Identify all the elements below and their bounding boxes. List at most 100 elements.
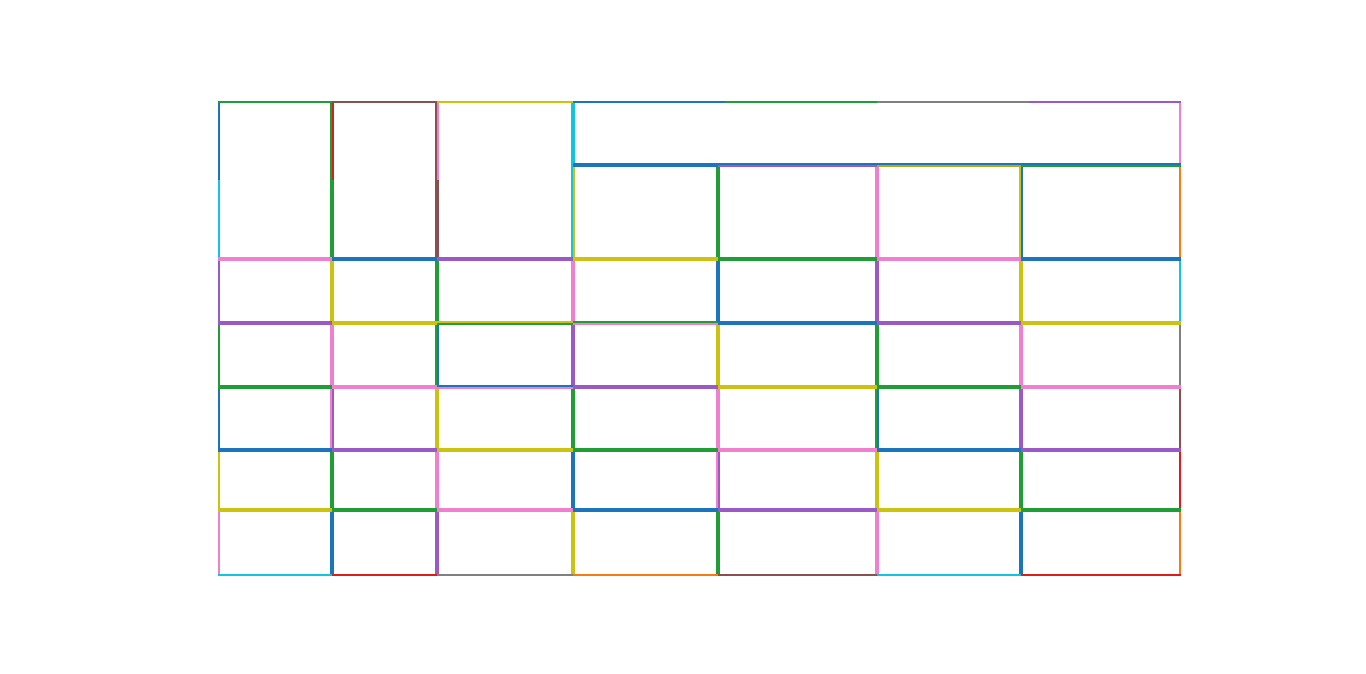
- grid-cell[interactable]: [718, 259, 877, 323]
- grid-cell[interactable]: [877, 259, 1021, 323]
- cell-edge-right: [330, 450, 332, 510]
- grid-cell[interactable]: [1021, 165, 1181, 259]
- cell-edge-top: [1021, 387, 1181, 389]
- grid-cell[interactable]: [877, 165, 1021, 259]
- cell-edge-top: [332, 323, 437, 325]
- grid-cell[interactable]: [718, 387, 877, 450]
- cell-edge-top: [218, 450, 332, 452]
- cell-edge-bottom: [718, 321, 877, 323]
- cell-edge-bottom: [437, 448, 573, 450]
- cell-edge-left: [718, 450, 720, 510]
- cell-edge-top: [218, 323, 332, 325]
- grid-cell[interactable]: [718, 510, 877, 576]
- cell-edge-left: [437, 259, 439, 323]
- cell-edge-left-upper: [218, 101, 220, 180]
- grid-cell[interactable]: [332, 510, 437, 576]
- grid-cell[interactable]: [573, 101, 1181, 165]
- grid-cell[interactable]: [877, 510, 1021, 576]
- cell-edge-top: [218, 387, 332, 389]
- grid-cell[interactable]: [218, 450, 332, 510]
- cell-edge-bottom: [332, 321, 437, 323]
- grid-cell[interactable]: [437, 510, 573, 576]
- cell-edge-right: [1019, 387, 1021, 450]
- cell-edge-bottom: [573, 385, 718, 387]
- grid-cell[interactable]: [718, 323, 877, 387]
- grid-cell[interactable]: [437, 259, 573, 323]
- cell-edge-right: [435, 387, 437, 450]
- cell-edge-left: [1021, 450, 1023, 510]
- grid-cell[interactable]: [437, 323, 573, 387]
- cell-edge-left: [332, 387, 334, 450]
- grid-cell[interactable]: [332, 323, 437, 387]
- cell-edge-right: [330, 510, 332, 576]
- grid-cell[interactable]: [573, 259, 718, 323]
- cell-edge-left: [718, 165, 720, 259]
- grid-cell[interactable]: [218, 510, 332, 576]
- grid-cell[interactable]: [218, 101, 332, 259]
- cell-edge-top: [437, 450, 573, 452]
- grid-cell[interactable]: [437, 387, 573, 450]
- cell-edge-right: [330, 323, 332, 387]
- cell-edge-right: [875, 165, 877, 259]
- grid-cell[interactable]: [332, 101, 437, 259]
- cell-edge-top: [437, 387, 573, 389]
- grid-cell[interactable]: [437, 101, 573, 259]
- grid-cell[interactable]: [332, 450, 437, 510]
- cell-edge-right: [435, 450, 437, 510]
- cell-edge-left: [218, 387, 220, 450]
- cell-edge-top: [573, 165, 718, 167]
- grid-cell[interactable]: [573, 450, 718, 510]
- cell-edge-bottom: [1021, 321, 1181, 323]
- cell-edge-left: [332, 259, 334, 323]
- cell-edge-right: [435, 323, 437, 387]
- grid-cell[interactable]: [718, 165, 877, 259]
- cell-edge-right: [716, 450, 718, 510]
- cell-edge-bottom: [573, 508, 718, 510]
- cell-edge-top: [218, 259, 332, 261]
- cell-edge-left: [1021, 165, 1023, 259]
- cell-edge-right: [716, 259, 718, 323]
- grid-cell[interactable]: [218, 323, 332, 387]
- cell-edge-bottom: [437, 574, 573, 576]
- grid-cell[interactable]: [332, 387, 437, 450]
- grid-cell[interactable]: [877, 387, 1021, 450]
- cell-edge-top: [573, 259, 718, 261]
- grid-cell[interactable]: [573, 323, 718, 387]
- cell-edge-top: [877, 165, 1021, 167]
- cell-edge-left-upper: [332, 101, 334, 180]
- grid-cell[interactable]: [437, 450, 573, 510]
- cell-edge-bottom: [1021, 508, 1181, 510]
- grid-cell[interactable]: [1021, 323, 1181, 387]
- cell-edge-right: [1019, 450, 1021, 510]
- grid-cell[interactable]: [1021, 259, 1181, 323]
- grid-cell[interactable]: [573, 387, 718, 450]
- cell-edge-top: [1021, 259, 1181, 261]
- grid-cell[interactable]: [573, 510, 718, 576]
- grid-cell[interactable]: [877, 323, 1021, 387]
- cell-edge-right: [875, 259, 877, 323]
- cell-edge-right: [1019, 165, 1021, 259]
- cell-edge-left: [437, 323, 439, 387]
- cell-edge-top-run: [573, 101, 725, 103]
- cell-edge-right: [1179, 510, 1181, 576]
- grid-cell[interactable]: [877, 450, 1021, 510]
- grid-cell[interactable]: [1021, 387, 1181, 450]
- grid-cell[interactable]: [218, 259, 332, 323]
- cell-edge-right: [571, 450, 573, 510]
- grid-cell[interactable]: [573, 165, 718, 259]
- cell-edge-top: [332, 259, 437, 261]
- cell-edge-top: [573, 323, 718, 325]
- cell-edge-top: [332, 450, 437, 452]
- grid-cell[interactable]: [1021, 450, 1181, 510]
- cell-edge-bottom: [1021, 574, 1181, 576]
- cell-edge-bottom: [573, 321, 718, 323]
- cell-edge-top: [573, 450, 718, 452]
- grid-cell[interactable]: [332, 259, 437, 323]
- cell-edge-bottom: [573, 163, 1181, 165]
- cell-edge-left: [573, 101, 575, 165]
- grid-cell[interactable]: [218, 387, 332, 450]
- cell-edge-left: [573, 259, 575, 323]
- cell-edge-right: [571, 387, 573, 450]
- grid-cell[interactable]: [718, 450, 877, 510]
- grid-cell[interactable]: [1021, 510, 1181, 576]
